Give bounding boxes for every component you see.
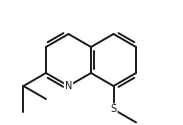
- Text: S: S: [111, 104, 117, 114]
- Text: N: N: [65, 81, 72, 91]
